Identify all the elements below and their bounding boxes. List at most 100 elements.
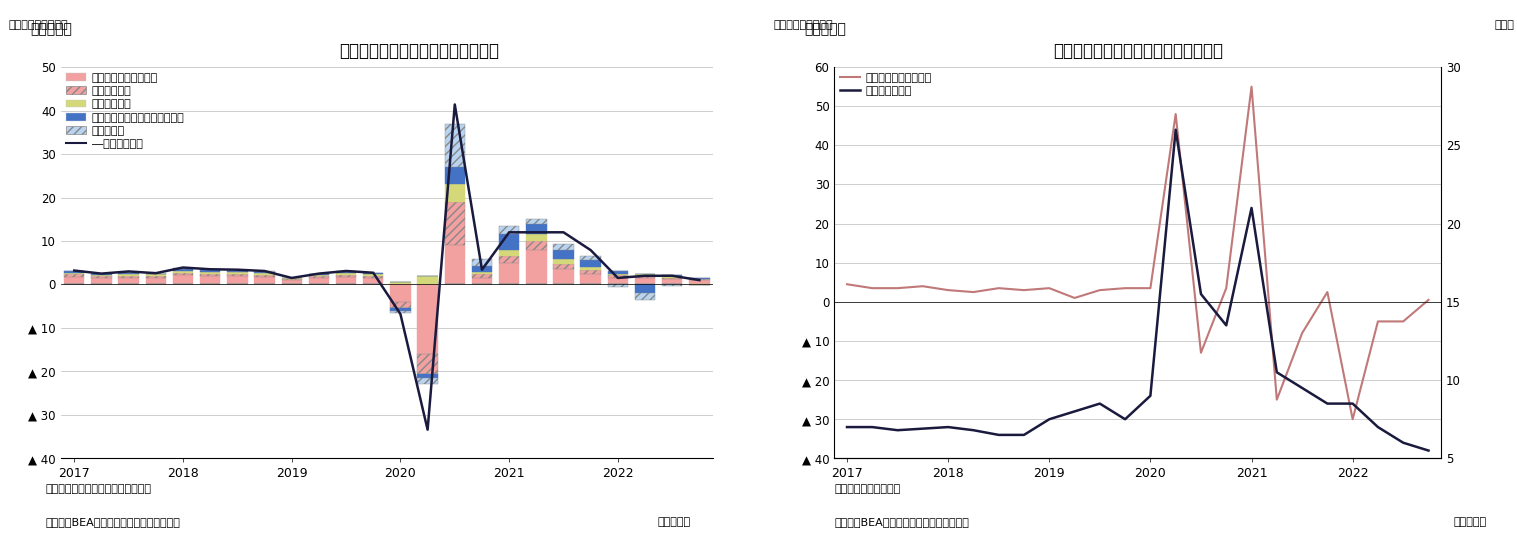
Bar: [689, 280, 710, 285]
Bar: [363, 273, 384, 274]
Title: 米国の実質個人消費支出（寄与度）: 米国の実質個人消費支出（寄与度）: [340, 42, 499, 60]
Bar: [634, 285, 655, 293]
Bar: [444, 184, 466, 202]
Text: （注）季節調整済系列: （注）季節調整済系列: [834, 484, 901, 494]
Bar: [661, 285, 683, 286]
貯蓄率（右軸）: [889, 427, 907, 434]
Bar: [200, 273, 220, 276]
Bar: [499, 250, 519, 256]
Bar: [390, 282, 411, 285]
実質可処分所得伸び率: [1117, 285, 1135, 292]
Bar: [499, 263, 519, 285]
実質可処分所得伸び率: [1368, 318, 1387, 325]
Bar: [91, 276, 112, 278]
Bar: [228, 269, 247, 271]
貯蓄率（右軸）: [863, 424, 881, 430]
Bar: [526, 219, 546, 224]
Bar: [146, 278, 165, 285]
Bar: [472, 272, 492, 274]
Text: （前期比年率、％）: （前期比年率、％）: [9, 20, 68, 30]
Bar: [444, 167, 466, 184]
実質可処分所得伸び率: [1015, 287, 1033, 293]
貯蓄率（右軸）: [1192, 291, 1211, 297]
Bar: [335, 271, 356, 272]
Bar: [526, 234, 546, 241]
Bar: [200, 272, 220, 273]
Bar: [417, 354, 438, 373]
Bar: [91, 275, 112, 276]
Title: 米国の実質可処分所得伸び率と貯蓄率: 米国の実質可処分所得伸び率と貯蓄率: [1053, 42, 1223, 60]
Bar: [255, 272, 275, 273]
Bar: [634, 274, 655, 276]
実質可処分所得伸び率: [1167, 111, 1185, 117]
Bar: [173, 268, 193, 269]
Legend: サービス（医療除く）, 医療サービス, 非耗久消費財, 耗久消費財（自動車関連除く）, 自動車関連, ―実質個人消費: サービス（医療除く）, 医療サービス, 非耗久消費財, 耗久消費財（自動車関連除…: [67, 73, 185, 149]
貯蓄率（右軸）: [1242, 205, 1261, 211]
Bar: [581, 256, 601, 260]
Bar: [64, 271, 85, 272]
実質可処分所得伸び率: [1091, 287, 1109, 293]
実質可処分所得伸び率: [889, 285, 907, 292]
実質可処分所得伸び率: [1420, 296, 1438, 303]
Bar: [308, 276, 329, 278]
Bar: [472, 274, 492, 278]
Bar: [200, 276, 220, 285]
Bar: [634, 278, 655, 285]
Bar: [64, 277, 85, 285]
Bar: [146, 276, 165, 278]
貯蓄率（右軸）: [1065, 408, 1083, 415]
Bar: [308, 275, 329, 276]
Bar: [64, 272, 85, 273]
Bar: [363, 276, 384, 277]
Bar: [390, 285, 411, 302]
Bar: [255, 271, 275, 272]
貯蓄率（右軸）: [989, 432, 1007, 438]
貯蓄率（右軸）: [1091, 400, 1109, 407]
Bar: [634, 276, 655, 278]
Bar: [390, 309, 411, 311]
Bar: [472, 266, 492, 272]
Bar: [173, 275, 193, 285]
貯蓄率（右軸）: [1015, 432, 1033, 438]
Bar: [118, 277, 140, 285]
貯蓄率（右軸）: [1420, 447, 1438, 454]
Text: （四半期）: （四半期）: [1453, 518, 1487, 528]
Bar: [200, 270, 220, 272]
Bar: [634, 293, 655, 300]
Bar: [335, 273, 356, 275]
貯蓄率（右軸）: [1217, 322, 1235, 329]
実質可処分所得伸び率: [1217, 285, 1235, 292]
Text: （注）季節調整済系列の前期比年率: （注）季節調整済系列の前期比年率: [46, 484, 152, 494]
Text: （資料）BEAよりニッセイ基礎研究所作成: （資料）BEAよりニッセイ基礎研究所作成: [46, 518, 181, 528]
Bar: [554, 250, 573, 259]
Bar: [581, 273, 601, 285]
Bar: [363, 277, 384, 285]
Bar: [390, 311, 411, 312]
Bar: [200, 269, 220, 270]
Bar: [255, 277, 275, 285]
Bar: [554, 259, 573, 264]
Bar: [581, 270, 601, 273]
Bar: [661, 275, 683, 276]
実質可処分所得伸び率: [913, 283, 931, 290]
Bar: [499, 226, 519, 234]
Bar: [228, 271, 247, 272]
実質可処分所得伸び率: [1065, 295, 1083, 301]
Text: （％）: （％）: [1494, 20, 1514, 30]
Bar: [444, 202, 466, 245]
Legend: 実質可処分所得伸び率, 貯蓄率（右軸）: 実質可処分所得伸び率, 貯蓄率（右軸）: [840, 73, 931, 96]
実質可処分所得伸び率: [1242, 83, 1261, 90]
貯蓄率（右軸）: [837, 424, 856, 430]
貯蓄率（右軸）: [1344, 400, 1362, 407]
Bar: [228, 272, 247, 273]
貯蓄率（右軸）: [1318, 400, 1336, 407]
実質可処分所得伸び率: [1268, 396, 1286, 403]
Bar: [146, 274, 165, 276]
実質可処分所得伸び率: [965, 288, 983, 295]
Bar: [661, 277, 683, 280]
Bar: [526, 250, 546, 285]
Bar: [255, 273, 275, 275]
Bar: [282, 279, 302, 280]
貯蓄率（右軸）: [1368, 424, 1387, 430]
Bar: [255, 275, 275, 277]
